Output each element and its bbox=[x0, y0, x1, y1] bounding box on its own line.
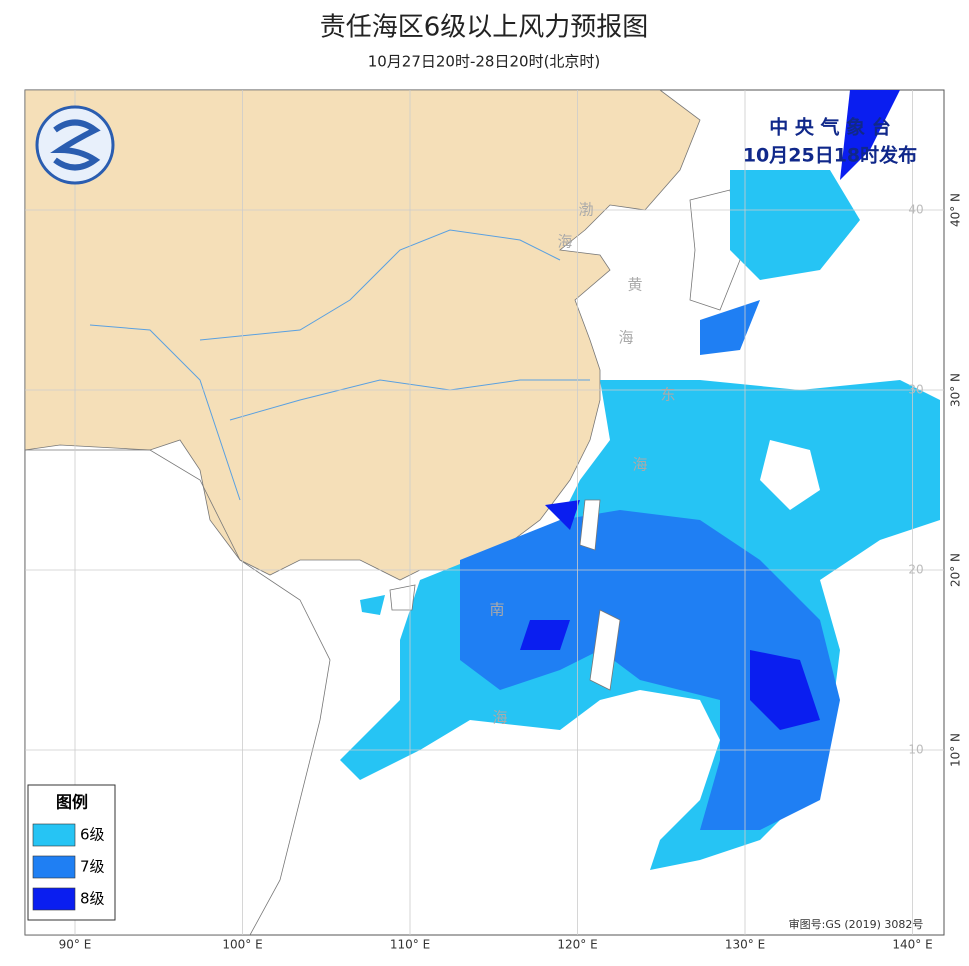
hainan bbox=[389, 584, 416, 611]
lat-inner-label: 10 bbox=[908, 743, 923, 757]
legend-label: 8级 bbox=[80, 890, 105, 908]
legend-label: 7级 bbox=[80, 858, 105, 876]
wind-6 bbox=[730, 170, 860, 280]
wind-6 bbox=[360, 595, 385, 615]
sea-label: 南 bbox=[489, 601, 504, 619]
rivers bbox=[199, 229, 561, 341]
approval: 审图号:GS (2019) 3082号 bbox=[789, 917, 924, 931]
sea-label: 渤 bbox=[578, 201, 593, 219]
issuer-time: 10月25日18时发布 bbox=[743, 144, 917, 167]
lat-inner-label: 30 bbox=[908, 383, 923, 397]
wind-8 bbox=[750, 650, 820, 730]
legend-swatch bbox=[32, 823, 76, 847]
lat-label: 30° N bbox=[949, 373, 963, 407]
sea-label: 海 bbox=[492, 709, 507, 727]
sea-label: 黄 bbox=[627, 276, 642, 294]
rivers bbox=[89, 324, 241, 501]
lon-label: 140° E bbox=[892, 938, 932, 952]
high-land bbox=[760, 440, 820, 510]
taiwan bbox=[579, 499, 601, 551]
lon-label: 120° E bbox=[557, 938, 597, 952]
logo bbox=[35, 105, 115, 185]
rivers bbox=[229, 379, 590, 421]
map-body: 40 30 20 10 bbox=[25, 90, 944, 935]
map: 40 30 20 10 bbox=[24, 89, 945, 936]
legend: 图例 6级 7级 8级 bbox=[27, 784, 116, 921]
lat-inner-label: 40 bbox=[908, 203, 923, 217]
issuer-name: 中 央 气 象 台 bbox=[769, 116, 890, 139]
land-outline bbox=[25, 449, 331, 935]
lon-label: 110° E bbox=[390, 938, 430, 952]
wind-8 bbox=[545, 500, 580, 530]
subtitle: 10月27日20时-28日20时(北京时) bbox=[368, 53, 601, 71]
luzon bbox=[589, 609, 621, 691]
legend-title: 图例 bbox=[56, 793, 88, 812]
title: 责任海区6级以上风力预报图 bbox=[320, 13, 649, 43]
lat-label: 20° N bbox=[949, 553, 963, 587]
legend-label: 6级 bbox=[80, 826, 105, 844]
wind-8 bbox=[520, 620, 570, 650]
lat-label: 10° N bbox=[949, 733, 963, 767]
lon-label: 90° E bbox=[59, 938, 92, 952]
sea-label: 海 bbox=[557, 233, 572, 251]
sea-label: 海 bbox=[632, 456, 647, 474]
wind-8 bbox=[840, 90, 900, 180]
lon-label: 130° E bbox=[725, 938, 765, 952]
lat-inner-label: 20 bbox=[908, 563, 923, 577]
lat-label: 40° N bbox=[949, 193, 963, 227]
sea-label: 东 bbox=[660, 386, 675, 404]
lon-label: 100° E bbox=[222, 938, 262, 952]
sea-label: 海 bbox=[618, 329, 633, 347]
legend-swatch bbox=[32, 887, 76, 911]
china-land bbox=[25, 90, 701, 581]
legend-swatch bbox=[32, 855, 76, 879]
